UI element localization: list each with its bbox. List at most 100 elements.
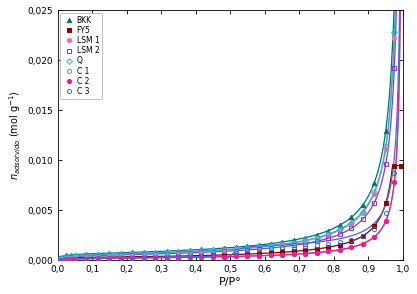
FY5 — [326, 245, 331, 249]
C 1 — [268, 254, 273, 257]
FY5 — [187, 254, 192, 258]
C 1 — [222, 255, 227, 258]
C 2 — [72, 257, 77, 260]
C 1 — [303, 252, 308, 255]
C 2 — [268, 254, 273, 257]
C 1 — [84, 257, 89, 260]
FY5 — [234, 253, 239, 256]
BKK — [360, 203, 365, 207]
Q — [153, 251, 158, 255]
LSM 1 — [222, 248, 227, 252]
FY5 — [372, 224, 377, 228]
LSM 2 — [95, 254, 100, 257]
BKK — [95, 252, 100, 255]
Legend: BKK, FY5, LSM 1, LSM 2, Q, C 1, C 2, C 3: BKK, FY5, LSM 1, LSM 2, Q, C 1, C 2, C 3 — [60, 13, 103, 99]
FY5 — [95, 255, 100, 259]
LSM 2 — [141, 253, 146, 256]
Q — [256, 245, 261, 249]
BKK — [392, 1, 397, 4]
C 1 — [187, 255, 192, 259]
FY5 — [398, 164, 403, 167]
LSM 2 — [326, 237, 331, 240]
X-axis label: P/P°: P/P° — [219, 277, 241, 287]
Line: BKK: BKK — [56, 0, 403, 261]
C 2 — [141, 256, 146, 260]
C 3 — [303, 244, 308, 248]
C 1 — [107, 257, 112, 260]
LSM 1 — [107, 253, 112, 256]
C 1 — [153, 256, 158, 260]
FY5 — [118, 255, 123, 259]
LSM 1 — [314, 237, 319, 240]
C 2 — [211, 255, 216, 259]
FY5 — [153, 255, 158, 258]
C 2 — [291, 253, 296, 256]
FY5 — [303, 249, 308, 252]
C 2 — [234, 255, 239, 258]
LSM 2 — [234, 249, 239, 252]
C 1 — [337, 248, 342, 252]
LSM 2 — [222, 250, 227, 253]
LSM 1 — [256, 245, 261, 249]
LSM 1 — [291, 241, 296, 245]
FY5 — [56, 257, 61, 261]
FY5 — [349, 240, 354, 243]
C 1 — [256, 254, 261, 258]
BKK — [234, 245, 239, 249]
Q — [245, 246, 250, 250]
C 3 — [130, 256, 135, 260]
LSM 1 — [326, 233, 331, 237]
C 2 — [130, 256, 135, 260]
Line: C 3: C 3 — [56, 0, 402, 263]
C 3 — [72, 257, 77, 261]
LSM 1 — [279, 243, 284, 246]
C 1 — [392, 181, 397, 184]
Q — [176, 250, 181, 254]
Line: LSM 2: LSM 2 — [56, 0, 402, 262]
LSM 2 — [118, 253, 123, 257]
FY5 — [337, 243, 342, 247]
BKK — [314, 233, 319, 236]
LSM 1 — [383, 148, 388, 151]
BKK — [72, 253, 77, 256]
C 1 — [72, 257, 77, 260]
Q — [268, 244, 273, 248]
FY5 — [107, 255, 112, 259]
BKK — [130, 251, 135, 254]
C 1 — [64, 258, 69, 261]
C 2 — [176, 256, 181, 259]
LSM 2 — [372, 201, 377, 205]
C 2 — [222, 255, 227, 258]
LSM 1 — [153, 251, 158, 255]
FY5 — [69, 256, 74, 259]
LSM 2 — [211, 250, 216, 254]
BKK — [199, 248, 204, 251]
LSM 1 — [95, 253, 100, 256]
BKK — [383, 130, 388, 133]
Q — [56, 258, 61, 262]
BKK — [326, 229, 331, 233]
LSM 1 — [199, 249, 204, 253]
C 2 — [245, 254, 250, 258]
C 2 — [279, 253, 284, 257]
LSM 1 — [141, 252, 146, 255]
LSM 1 — [245, 246, 250, 250]
Q — [360, 210, 365, 213]
C 2 — [95, 257, 100, 260]
C 2 — [187, 255, 192, 259]
Q — [58, 256, 63, 260]
C 3 — [222, 259, 227, 262]
BKK — [279, 240, 284, 244]
Q — [337, 228, 342, 231]
FY5 — [392, 164, 397, 168]
LSM 2 — [56, 258, 61, 262]
C 3 — [349, 238, 354, 241]
Q — [279, 243, 284, 246]
C 1 — [211, 255, 216, 259]
C 1 — [326, 250, 331, 253]
BKK — [164, 249, 169, 253]
LSM 2 — [245, 248, 250, 252]
FY5 — [245, 252, 250, 256]
Q — [130, 252, 135, 255]
Q — [326, 233, 331, 236]
